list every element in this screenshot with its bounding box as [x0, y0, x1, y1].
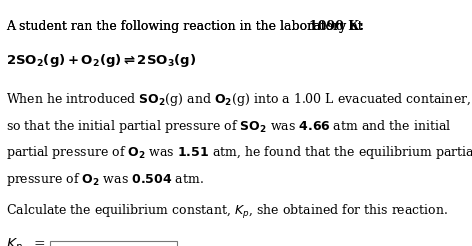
Text: so that the initial partial pressure of $\mathbf{SO_2}$ was $\mathbf{4.66}$ atm : so that the initial partial pressure of … [6, 118, 452, 135]
Text: $\mathbf{2SO_2(g) + O_2(g) \rightleftharpoons 2SO_3(g)}$: $\mathbf{2SO_2(g) + O_2(g) \rightlefthar… [6, 52, 196, 69]
Text: partial pressure of $\mathbf{O_2}$ was $\mathbf{1.51}$ atm, he found that the eq: partial pressure of $\mathbf{O_2}$ was $… [6, 144, 472, 161]
Text: A student ran the following reaction in the laboratory at: A student ran the following reaction in … [6, 20, 367, 33]
Text: Calculate the equilibrium constant, $K_p$, she obtained for this reaction.: Calculate the equilibrium constant, $K_p… [6, 203, 448, 221]
Text: 1090 K:: 1090 K: [309, 20, 364, 33]
Text: A student ran the following reaction in the laboratory at           1090 K:: A student ran the following reaction in … [6, 20, 456, 33]
Text: A student ran the following reaction in the laboratory at: A student ran the following reaction in … [6, 20, 367, 33]
Text: $K_p$: $K_p$ [6, 237, 23, 246]
Text: When he introduced $\mathbf{SO_2}$(g) and $\mathbf{O_2}$(g) into a 1.00 L evacua: When he introduced $\mathbf{SO_2}$(g) an… [6, 91, 471, 108]
Text: =: = [34, 237, 46, 246]
Text: pressure of $\mathbf{O_2}$ was $\mathbf{0.504}$ atm.: pressure of $\mathbf{O_2}$ was $\mathbf{… [6, 171, 204, 188]
